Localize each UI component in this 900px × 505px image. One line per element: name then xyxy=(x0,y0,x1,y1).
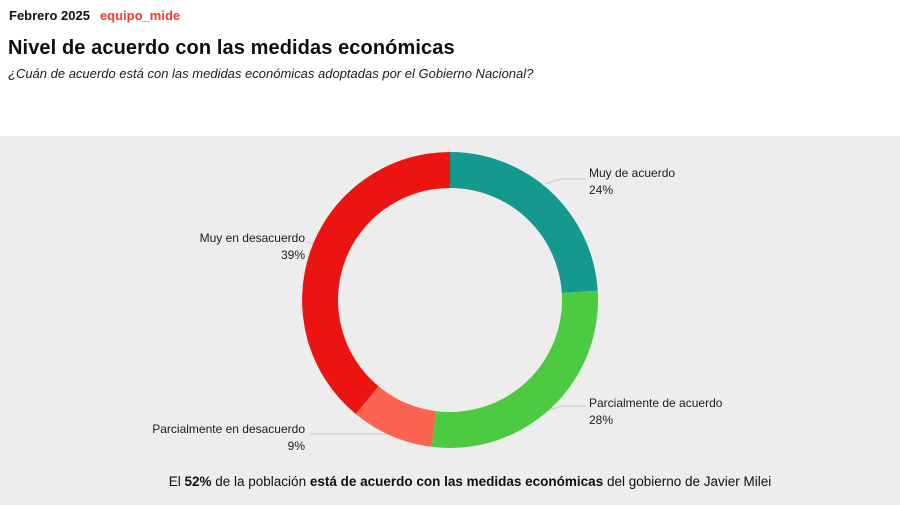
summary-part3: del gobierno de Javier Milei xyxy=(603,474,772,489)
label-value: 28% xyxy=(589,413,614,427)
page-subtitle: ¿Cuán de acuerdo está con las medidas ec… xyxy=(8,66,534,81)
label-text: Parcialmente de acuerdo xyxy=(589,396,723,410)
leader-line-parcialmente-de-acuerdo xyxy=(544,405,586,412)
chart-label-parcialmente-de-acuerdo: Parcialmente de acuerdo 28% xyxy=(589,395,722,429)
date-row: Febrero 2025 equipo_mide xyxy=(9,8,180,23)
date-label: Febrero 2025 xyxy=(9,8,90,23)
label-text: Parcialmente en desacuerdo xyxy=(152,422,305,436)
summary-annotation: El 52% de la población está de acuerdo c… xyxy=(20,474,900,489)
page-title: Nivel de acuerdo con las medidas económi… xyxy=(8,37,455,59)
summary-bold-pct: 52% xyxy=(184,474,212,489)
label-text: Muy de acuerdo xyxy=(589,166,676,180)
donut-segment-muy-de-acuerdo[interactable] xyxy=(450,152,598,293)
donut-segment-parcialmente-en-desacuerdo[interactable] xyxy=(355,386,436,447)
summary-part2: de la población xyxy=(211,474,310,489)
label-value: 9% xyxy=(287,439,305,453)
chart-label-parcialmente-en-desacuerdo: Parcialmente en desacuerdo 9% xyxy=(55,421,305,455)
label-value: 24% xyxy=(589,183,614,197)
summary-bold-phrase: está de acuerdo con las medidas económic… xyxy=(309,474,604,489)
donut-segment-parcialmente-de-acuerdo[interactable] xyxy=(431,290,598,448)
donut-segment-muy-en-desacuerdo[interactable] xyxy=(302,152,450,414)
label-text: Muy en desacuerdo xyxy=(199,231,305,245)
chart-label-muy-de-acuerdo: Muy de acuerdo 24% xyxy=(589,165,675,199)
brand-link[interactable]: equipo_mide xyxy=(99,8,181,23)
leader-line-muy-de-acuerdo xyxy=(544,178,586,185)
chart-label-muy-en-desacuerdo: Muy en desacuerdo 39% xyxy=(55,230,305,264)
report-header: Febrero 2025 equipo_mide Nivel de acuerdo… xyxy=(0,0,900,136)
label-value: 39% xyxy=(280,248,305,262)
summary-part1: El xyxy=(168,474,185,489)
